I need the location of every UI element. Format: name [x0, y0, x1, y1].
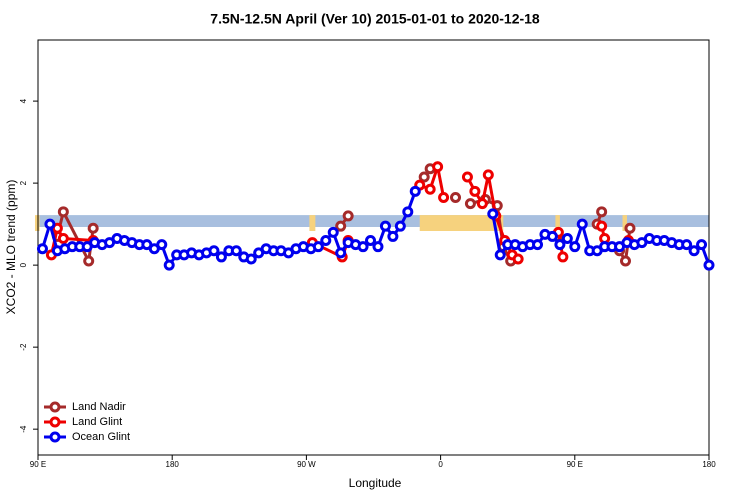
- data-point: [312, 241, 324, 253]
- data-point: [596, 206, 608, 218]
- data-point: [320, 235, 332, 247]
- data-point: [245, 253, 257, 265]
- data-point: [703, 259, 715, 271]
- data-point: [387, 230, 399, 242]
- data-point: [681, 239, 693, 251]
- x-tick-label: 0: [438, 460, 443, 469]
- y-tick-label: -4: [19, 425, 28, 433]
- x-tick-label: 90 E: [30, 460, 46, 469]
- data-point: [379, 220, 391, 232]
- data-point: [432, 161, 444, 173]
- legend-marker: [49, 416, 61, 428]
- data-point: [57, 232, 69, 244]
- data-point: [335, 247, 347, 259]
- data-point: [546, 230, 558, 242]
- data-point: [450, 191, 462, 203]
- legend-marker: [49, 431, 61, 443]
- data-point: [561, 232, 573, 244]
- data-point: [696, 239, 708, 251]
- x-tick-label: 180: [702, 460, 716, 469]
- land-mask: [555, 215, 560, 231]
- legend-label: Land Glint: [72, 416, 122, 428]
- x-axis-label: Longitude: [349, 476, 402, 490]
- data-point: [402, 206, 414, 218]
- data-point: [557, 251, 569, 263]
- data-point: [464, 198, 476, 210]
- x-tick-label: 90 E: [567, 460, 583, 469]
- data-point: [438, 191, 450, 203]
- y-tick-label: 0: [19, 262, 28, 267]
- data-point: [87, 222, 99, 234]
- data-point: [156, 239, 168, 251]
- data-point: [409, 185, 421, 197]
- chart-title: 7.5N-12.5N April (Ver 10) 2015-01-01 to …: [210, 11, 540, 27]
- data-point: [596, 220, 608, 232]
- data-point: [418, 171, 430, 183]
- land-mask: [419, 215, 504, 231]
- data-point: [208, 245, 220, 257]
- data-point: [215, 251, 227, 263]
- y-tick-label: 2: [19, 180, 28, 185]
- data-point: [688, 245, 700, 257]
- data-point: [569, 241, 581, 253]
- data-point: [532, 239, 544, 251]
- series-line: [41, 190, 711, 269]
- data-point: [461, 171, 473, 183]
- data-point: [357, 241, 369, 253]
- data-point: [487, 208, 499, 220]
- data-point: [394, 220, 406, 232]
- legend-label: Ocean Glint: [72, 431, 130, 443]
- reference-band: [38, 215, 709, 227]
- data-point: [36, 243, 48, 255]
- data-point: [44, 218, 56, 230]
- data-point: [554, 239, 566, 251]
- data-point: [342, 210, 354, 222]
- legend-label: Land Nadir: [72, 401, 126, 413]
- x-tick-label: 90 W: [297, 460, 316, 469]
- data-point: [576, 218, 588, 230]
- land-mask: [622, 215, 627, 231]
- data-point: [494, 249, 506, 261]
- data-point: [57, 206, 69, 218]
- data-point: [83, 255, 95, 267]
- x-tick-label: 180: [166, 460, 180, 469]
- data-point: [619, 255, 631, 267]
- data-point: [424, 183, 436, 195]
- data-point: [230, 245, 242, 257]
- legend-marker: [49, 401, 61, 413]
- data-point: [365, 235, 377, 247]
- y-axis-label: XCO2 - MLO trend (ppm): [4, 180, 18, 315]
- data-point: [482, 169, 494, 181]
- data-point: [512, 253, 524, 265]
- data-point: [372, 241, 384, 253]
- data-point: [163, 259, 175, 271]
- data-point: [624, 222, 636, 234]
- data-point: [469, 185, 481, 197]
- land-mask: [35, 215, 40, 231]
- land-mask: [309, 215, 316, 231]
- y-tick-label: 4: [19, 98, 28, 103]
- data-point: [327, 226, 339, 238]
- data-point: [476, 198, 488, 210]
- y-tick-label: -2: [19, 343, 28, 351]
- data-point: [335, 220, 347, 232]
